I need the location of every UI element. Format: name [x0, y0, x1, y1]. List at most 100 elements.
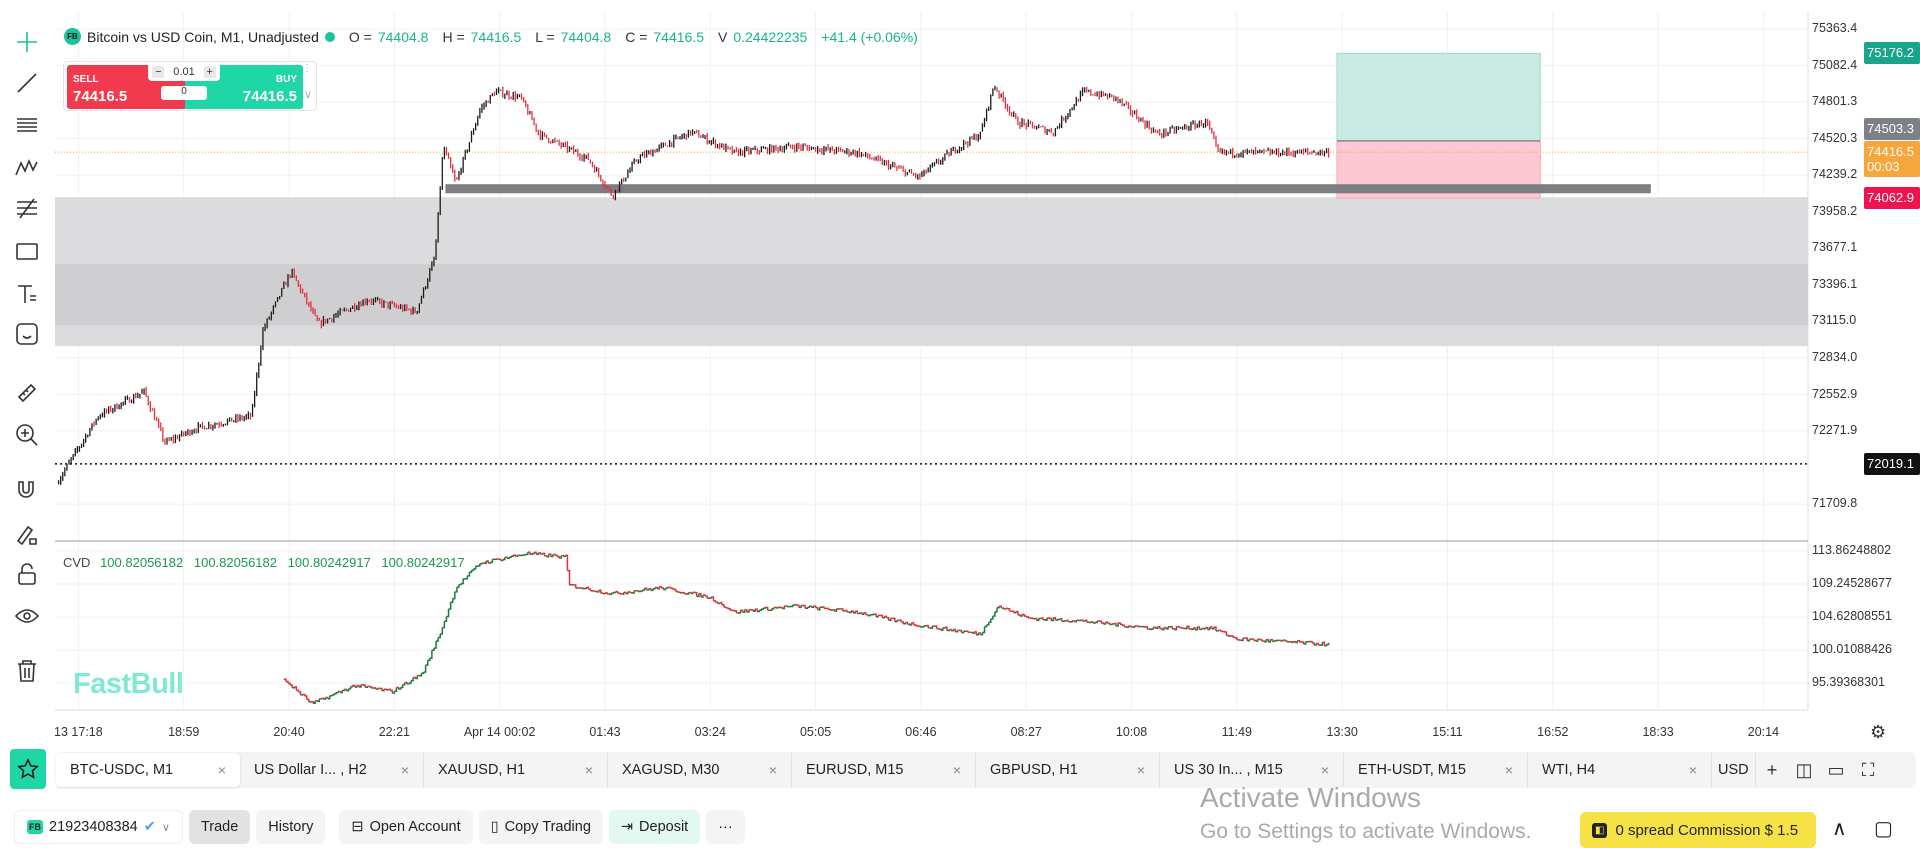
cvd-step — [1107, 622, 1111, 625]
cvd-step — [1172, 628, 1176, 630]
cvd-step — [965, 630, 969, 633]
price-tick: 73677.1 — [1812, 240, 1858, 255]
close-tab-icon[interactable]: × — [1320, 762, 1329, 778]
close-tab-icon[interactable]: × — [584, 762, 593, 778]
cvd-step — [986, 622, 990, 626]
chart-tab[interactable]: WTI, H4 × — [1528, 753, 1712, 787]
emoji-icon — [16, 323, 38, 345]
collapse-chevron-icon[interactable]: ∨ — [303, 89, 312, 101]
close-tab-icon[interactable]: × — [1688, 762, 1697, 778]
chart-tab[interactable]: ETH-USDT, M15 × — [1344, 753, 1528, 787]
chart-tab[interactable]: EURUSD, M15 × — [792, 753, 976, 787]
price-tick: 74520.3 — [1812, 130, 1858, 145]
cvd-step — [934, 625, 938, 629]
cvd-step — [1320, 642, 1324, 646]
close-tab-icon[interactable]: × — [1136, 762, 1145, 778]
cvd-name[interactable]: CVD — [63, 555, 91, 570]
emoji-tool[interactable] — [12, 319, 42, 349]
more-button[interactable]: ··· — [706, 810, 745, 844]
pattern-tool[interactable] — [12, 153, 42, 183]
add-tab-icon[interactable]: + — [1766, 759, 1778, 780]
cvd-step — [1303, 641, 1307, 645]
copy-trading-button[interactable]: ▯ Copy Trading — [478, 810, 603, 844]
cvd-step — [454, 587, 458, 593]
symbol-title[interactable]: Bitcoin vs USD Coin, M1, Unadjusted — [87, 28, 319, 45]
cvd-step — [696, 593, 700, 598]
maximize-panel-icon[interactable]: ▢ — [1874, 818, 1893, 840]
promo-banner[interactable]: ◧ 0 spread Commission $ 1.5 — [1580, 812, 1816, 848]
chart-settings-gear-icon[interactable]: ⚙ — [1870, 722, 1887, 742]
chart-tab[interactable]: GBPUSD, H1 × — [976, 753, 1160, 787]
entry-label: 74503.3 — [1864, 118, 1920, 141]
crosshair-tool[interactable] — [12, 27, 42, 57]
rectangle-tool[interactable] — [12, 236, 42, 266]
trend-line-tool[interactable] — [12, 68, 42, 98]
cvd-step — [379, 687, 383, 691]
cvd-step — [390, 689, 394, 694]
lot-value[interactable]: 0.01 — [173, 66, 195, 78]
lock-tool[interactable] — [12, 559, 42, 589]
time-tick: 18:33 — [1642, 725, 1674, 739]
trade-tab[interactable]: Trade — [188, 810, 251, 844]
chart-tab[interactable]: USD — [1712, 753, 1756, 787]
magnet-tool[interactable] — [12, 476, 42, 506]
cvd-step — [611, 592, 615, 594]
cvd-step — [1195, 626, 1198, 631]
trash-tool[interactable] — [12, 656, 42, 686]
market-open-icon — [324, 31, 335, 42]
expand-panel-chevron-icon[interactable]: ∧ — [1832, 818, 1847, 840]
favorites-star-button[interactable] — [10, 749, 46, 789]
zoom-in-tool[interactable] — [12, 420, 42, 450]
cvd-step — [617, 592, 621, 594]
fib-tool[interactable] — [12, 194, 42, 224]
history-tab[interactable]: History — [256, 810, 326, 844]
layout-icon[interactable]: ◫ — [1795, 759, 1813, 780]
chart-tab[interactable]: BTC-USDC, M1 × — [56, 753, 240, 787]
cvd-step — [759, 609, 763, 611]
deposit-button[interactable]: ⇥ Deposit — [608, 810, 701, 844]
chart-tab[interactable]: XAUUSD, H1 × — [424, 753, 608, 787]
cvd-step — [982, 626, 986, 634]
cvd-step — [331, 693, 335, 696]
close-tab-icon[interactable]: × — [217, 762, 226, 778]
decrease-lot-button[interactable]: − — [152, 66, 165, 78]
price-chart[interactable] — [0, 0, 1920, 740]
cvd-step — [1115, 622, 1119, 627]
cvd-step — [796, 604, 800, 608]
eye-icon — [14, 609, 40, 623]
cvd-step — [1049, 617, 1052, 621]
chart-tab[interactable]: US 30 In... , M15 × — [1160, 753, 1344, 787]
eye-tool[interactable] — [12, 601, 42, 631]
ruler-tool[interactable] — [12, 378, 42, 408]
take-profit-label: 75176.2 — [1864, 42, 1920, 65]
text-tool[interactable] — [12, 279, 42, 309]
close-tab-icon[interactable]: × — [400, 762, 409, 778]
close-tab-icon[interactable]: × — [768, 762, 777, 778]
account-selector[interactable]: FB 21923408384 ✔ ∨ — [14, 810, 183, 844]
drag-handle-icon[interactable]: ⋮⋮ — [292, 63, 312, 74]
cvd-step — [321, 697, 325, 700]
cvd-step — [465, 575, 469, 580]
cvd-step — [1261, 640, 1265, 642]
window-icon[interactable]: ▭ — [1827, 759, 1845, 780]
chart-tab[interactable]: US Dollar I... , H2 × — [240, 753, 424, 787]
horizontal-lines-tool[interactable] — [12, 110, 42, 140]
close-tab-icon[interactable]: × — [952, 762, 961, 778]
open-account-button[interactable]: ⊟ Open Account — [339, 810, 473, 844]
cvd-step — [1128, 625, 1132, 627]
cvd-step — [363, 684, 366, 688]
lot-stepper[interactable]: −0.01 + — [148, 63, 220, 81]
close-tab-icon[interactable]: × — [1504, 762, 1513, 778]
cvd-step — [559, 555, 562, 559]
cvd-step — [1099, 620, 1103, 624]
cvd-tick: 104.62808551 — [1812, 609, 1892, 623]
drawing-mode-tool[interactable] — [12, 519, 42, 549]
increase-lot-button[interactable]: + — [203, 66, 216, 78]
chart-tab[interactable]: XAGUSD, M30 × — [608, 753, 792, 787]
cvd-step — [440, 627, 444, 635]
cvd-step — [826, 607, 829, 610]
cvd-step — [1034, 617, 1038, 621]
fullscreen-icon[interactable]: ⛶ — [1861, 759, 1875, 780]
cvd-step — [1251, 638, 1255, 641]
cvd-step — [509, 556, 512, 559]
